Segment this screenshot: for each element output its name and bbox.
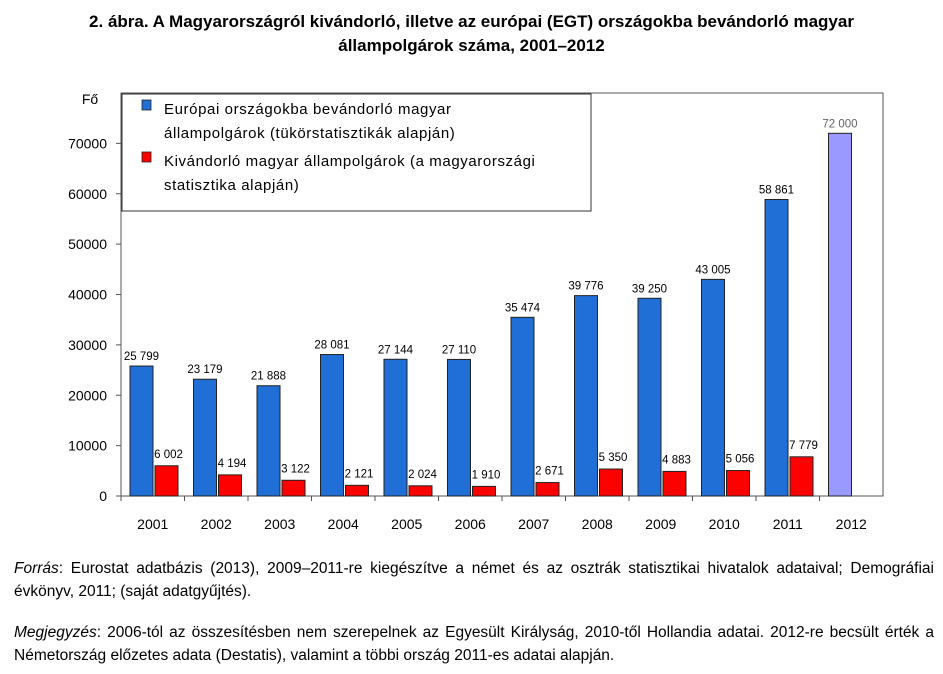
- bar-emigrants: [726, 470, 750, 497]
- y-axis-label: Fő: [82, 91, 99, 107]
- bar-label-emigrants: 7 779: [789, 440, 818, 452]
- bar-emigrants: [408, 485, 433, 497]
- bar-immigrants: [447, 358, 471, 497]
- bar-label-immigrants: 28 081: [314, 340, 349, 352]
- legend-emigrants-label: Kivándorló magyar állampolgárok (a magya…: [164, 153, 535, 170]
- bar-immigrants: [256, 385, 281, 497]
- y-tick-label: 70000: [68, 135, 107, 151]
- figure-title-line2: állampolgárok száma, 2001–2012: [338, 36, 605, 55]
- x-tick-label: 2004: [328, 516, 359, 532]
- bar-immigrants: [383, 358, 408, 497]
- y-tick-label: 50000: [68, 236, 107, 252]
- bar-label-immigrants: 39 250: [632, 283, 667, 295]
- remark-note-lead: Megjegyzés: [14, 624, 97, 641]
- bar-emigrants: [599, 468, 623, 497]
- bar-emigrants: [535, 482, 560, 497]
- x-tick-label: 2005: [391, 516, 422, 532]
- bar-emigrants: [281, 479, 306, 497]
- bar-label-immigrants: 35 474: [505, 302, 541, 314]
- remark-note: Megjegyzés: 2006-tól az összesítésben ne…: [14, 621, 934, 667]
- source-note-text: : Eurostat adatbázis (2013), 2009–2011-r…: [14, 560, 934, 600]
- bar-label-emigrants: 4 883: [662, 454, 691, 466]
- bar-label-emigrants: 2 024: [408, 469, 437, 481]
- x-tick-label: 2001: [137, 516, 168, 532]
- bar-emigrants: [154, 465, 179, 497]
- bar-immigrants: [320, 354, 344, 497]
- x-tick-label: 2009: [645, 516, 676, 532]
- x-tick-label: 2010: [709, 516, 740, 532]
- y-tick-label: 30000: [68, 337, 107, 353]
- bar-label-immigrants: 23 179: [187, 364, 222, 376]
- bar-immigrants: [701, 278, 725, 497]
- legend-emigrants-swatch: [141, 151, 152, 163]
- legend-emigrants-label: statisztika alapján): [164, 177, 299, 194]
- legend-box: [121, 93, 592, 212]
- x-tick-label: 2011: [773, 516, 803, 532]
- bar-label-immigrants: 27 110: [442, 344, 476, 356]
- x-tick-label: 2002: [201, 516, 232, 532]
- figure-title: 2. ábra. A Magyarországról kivándorló, i…: [0, 10, 943, 58]
- bar-emigrants: [662, 470, 687, 497]
- bar-label-emigrants: 6 002: [154, 449, 183, 461]
- bar-immigrants: [574, 295, 598, 497]
- legend-immigrants-swatch: [141, 99, 152, 111]
- bar-emigrants: [218, 474, 242, 497]
- y-tick-label: 60000: [68, 186, 107, 202]
- legend-immigrants-label: állampolgárok (tükörstatisztikák alapján…: [164, 125, 455, 142]
- bar-label-emigrants: 1 910: [472, 469, 501, 481]
- bar-label-immigrants: 39 776: [568, 281, 603, 293]
- bar-immigrants: [193, 378, 217, 497]
- bar-label-emigrants: 2 671: [535, 466, 564, 478]
- bar-immigrants: [764, 198, 789, 497]
- bar-immigrants: [510, 316, 535, 497]
- x-tick-label: 2007: [518, 516, 549, 532]
- y-tick-label: 0: [99, 488, 107, 504]
- bar-label-emigrants: 5 350: [599, 452, 628, 464]
- bar-label-immigrants: 43 005: [695, 264, 730, 276]
- bar-estimate: [828, 132, 852, 497]
- bar-label-immigrants: 27 144: [378, 344, 414, 356]
- y-tick-label: 40000: [68, 287, 107, 303]
- bar-chart: 0 10000 20000 30000 40000 50000 60000 70000 Fő 25…: [68, 91, 884, 532]
- x-tick-label: 2012: [836, 516, 867, 532]
- y-tick-label: 20000: [68, 387, 107, 403]
- bar-label-immigrants: 25 799: [124, 351, 159, 363]
- remark-note-text: : 2006-tól az összesítésben nem szerepel…: [14, 624, 934, 664]
- legend-immigrants-label: Európai országokba bevándorló magyar: [164, 101, 452, 118]
- bar-label-immigrants: 72 000: [822, 118, 857, 130]
- bar-immigrants: [637, 297, 662, 497]
- bar-label-immigrants: 21 888: [251, 371, 286, 383]
- bar-emigrants: [472, 485, 496, 497]
- bar-label-emigrants: 3 122: [281, 463, 310, 475]
- source-note: Forrás: Eurostat adatbázis (2013), 2009–…: [14, 557, 934, 603]
- bar-label-immigrants: 58 861: [759, 184, 794, 196]
- bar-label-emigrants: 4 194: [218, 458, 247, 470]
- bar-label-emigrants: 5 056: [726, 454, 755, 466]
- x-tick-label: 2006: [455, 516, 486, 532]
- x-tick-label: 2003: [264, 516, 295, 532]
- bar-immigrants: [129, 365, 154, 497]
- bar-emigrants: [345, 484, 369, 497]
- source-note-lead: Forrás: [14, 560, 59, 577]
- bar-emigrants: [789, 456, 814, 497]
- figure-title-line1: 2. ábra. A Magyarországról kivándorló, i…: [89, 12, 854, 31]
- bar-label-emigrants: 2 121: [345, 468, 374, 480]
- y-tick-label: 10000: [68, 438, 107, 454]
- x-tick-label: 2008: [582, 516, 613, 532]
